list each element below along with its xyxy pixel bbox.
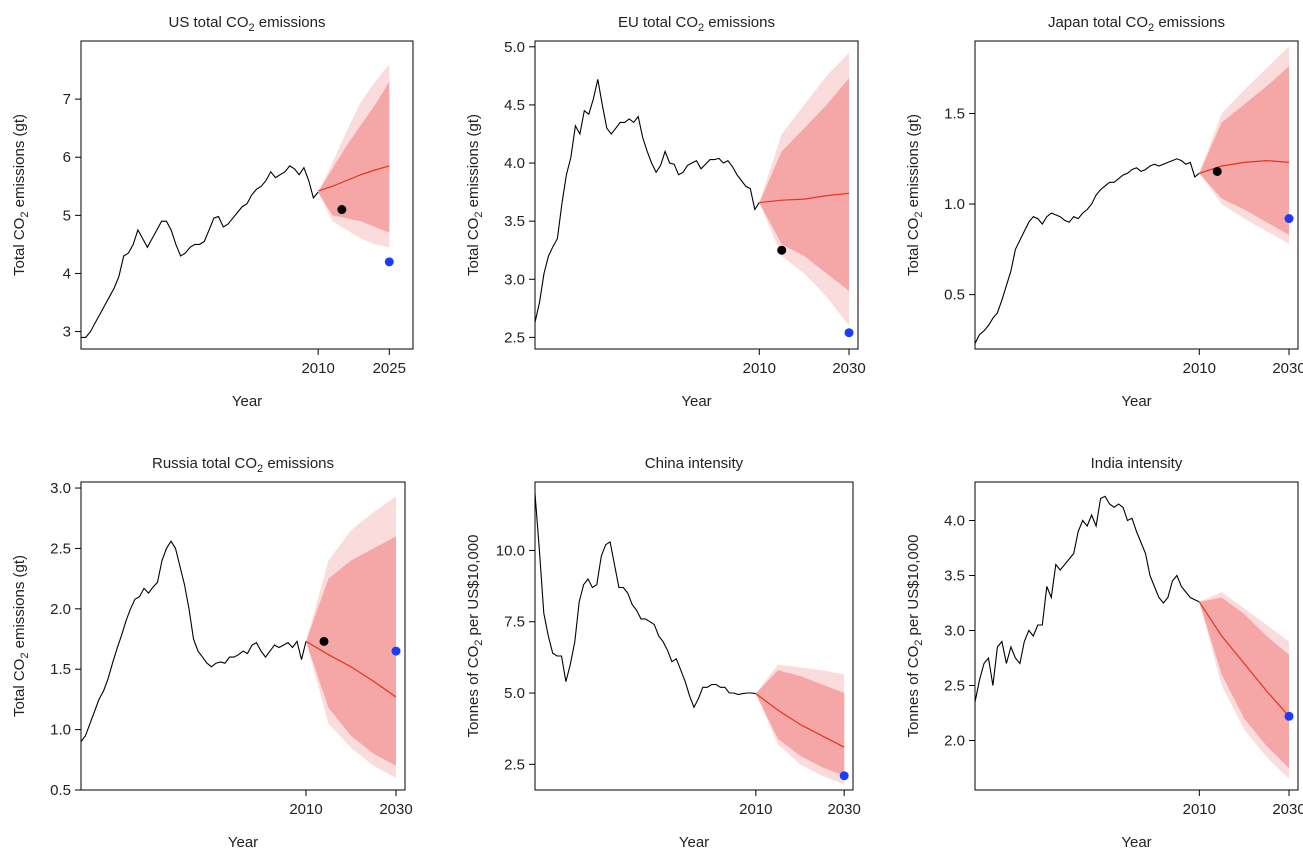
y-axis-label: Total CO2 emissions (gt)	[11, 555, 31, 717]
historical-line	[534, 493, 756, 709]
chart-panel-3: 0.5 1.0 1.5 2010 2030 Japan total CO2 emissio…	[905, 14, 1303, 410]
plot-frame	[80, 40, 414, 350]
x-tick-label: 2010	[743, 360, 776, 377]
y-axis-label: Total CO2 emissions (gt)	[905, 114, 925, 276]
chart-panel-5: 2.5 5.0 7.5 10.0 2010 2030 China intensity Year…	[465, 455, 861, 849]
plot-frame	[534, 481, 854, 791]
y-tick-label: 6	[63, 149, 71, 166]
target-point-2	[844, 328, 854, 338]
x-tick-label: 2030	[379, 801, 412, 818]
y-tick-label: 2.5	[50, 540, 71, 557]
chart-title: EU total CO2 emissions	[618, 14, 775, 34]
historical-line	[974, 158, 1200, 344]
y-tick-label: 10.0	[496, 542, 525, 559]
plot-frame	[974, 481, 1299, 791]
y-tick-label: 0.5	[944, 287, 965, 304]
y-tick-label: 3.5	[504, 213, 525, 230]
y-tick-label: 3.0	[504, 271, 525, 288]
chart-title: US total CO2 emissions	[168, 14, 325, 34]
y-tick-label: 1.5	[944, 105, 965, 122]
median-projection-line	[759, 192, 850, 204]
target-point-1	[777, 245, 787, 255]
y-tick-label: 1.5	[50, 661, 71, 678]
x-tick-label: 2010	[301, 360, 334, 377]
chart-title: Russia total CO2 emissions	[152, 455, 334, 475]
y-tick-label: 5.0	[504, 685, 525, 702]
y-tick-label: 4.0	[944, 513, 965, 530]
chart-panel-4: 0.5 1.0 1.5 2.0 2.5 3.0 2010 2030 Russia total C…	[11, 455, 413, 849]
x-axis-label: Year	[681, 393, 711, 410]
median-projection-line	[317, 165, 390, 192]
inner-uncertainty-band	[755, 670, 845, 776]
target-point-2	[391, 646, 401, 656]
x-axis-label: Year	[228, 834, 258, 849]
median-projection-line	[755, 693, 845, 748]
chart-title: Japan total CO2 emissions	[1048, 14, 1225, 34]
x-axis-label: Year	[679, 834, 709, 849]
target-point-1	[319, 636, 329, 646]
y-tick-label: 1.0	[944, 196, 965, 213]
inner-uncertainty-band	[318, 81, 390, 233]
y-axis-label: Total CO2 emissions (gt)	[465, 114, 485, 276]
y-tick-label: 3.5	[944, 568, 965, 585]
y-tick-label: 7.5	[504, 614, 525, 631]
historical-line	[80, 540, 307, 743]
y-tick-label: 7	[63, 91, 71, 108]
x-axis-label: Year	[1121, 393, 1151, 410]
median-projection-line	[1198, 601, 1290, 717]
x-tick-label: 2030	[1272, 801, 1303, 818]
x-axis-label: Year	[232, 393, 262, 410]
y-tick-label: 3.0	[944, 623, 965, 640]
x-axis-label: Year	[1121, 834, 1151, 849]
inner-uncertainty-band	[306, 536, 396, 766]
y-axis-label: Tonnes of CO2 per US$10,000	[465, 535, 485, 738]
y-tick-label: 5.0	[504, 39, 525, 56]
chart-panel-6: 2.0 2.5 3.0 3.5 4.0 2010 2030 India intensity Ye…	[905, 455, 1303, 849]
chart-panel-2: 2.5 3.0 3.5 4.0 4.5 5.0 2010 2030 EU total CO2 e…	[465, 14, 866, 410]
y-tick-label: 5	[63, 207, 71, 224]
plot-frame	[974, 40, 1299, 350]
x-tick-label: 2010	[289, 801, 322, 818]
x-tick-label: 2010	[739, 801, 772, 818]
y-tick-label: 2.0	[944, 733, 965, 750]
plot-frame	[534, 40, 859, 350]
y-tick-label: 4.5	[504, 97, 525, 114]
target-point-1	[839, 771, 849, 781]
x-tick-label: 2030	[827, 801, 860, 818]
x-tick-label: 2025	[373, 360, 406, 377]
y-tick-label: 2.5	[504, 756, 525, 773]
inner-uncertainty-band	[1199, 66, 1289, 235]
historical-line	[974, 495, 1200, 703]
x-tick-label: 2030	[1272, 360, 1303, 377]
y-axis-label: Total CO2 emissions (gt)	[11, 114, 31, 276]
historical-line	[81, 165, 319, 338]
median-projection-line	[305, 640, 397, 698]
target-point-2	[1284, 214, 1294, 224]
y-tick-label: 2.5	[944, 678, 965, 695]
chart-title: China intensity	[645, 455, 744, 472]
y-tick-label: 4	[63, 265, 71, 282]
inner-uncertainty-band	[759, 78, 849, 291]
y-tick-label: 2.5	[504, 329, 525, 346]
y-tick-label: 2.0	[50, 601, 71, 618]
target-point-2	[384, 257, 394, 267]
x-tick-label: 2010	[1183, 360, 1216, 377]
target-point-1	[1212, 166, 1222, 176]
y-tick-label: 4.0	[504, 155, 525, 172]
x-tick-label: 2030	[832, 360, 865, 377]
chart-title: India intensity	[1091, 455, 1183, 472]
y-tick-label: 3	[63, 324, 71, 341]
x-tick-label: 2010	[1183, 801, 1216, 818]
inner-uncertainty-band	[1199, 597, 1289, 768]
y-tick-label: 0.5	[50, 782, 71, 799]
y-axis-label: Tonnes of CO2 per US$10,000	[905, 535, 925, 738]
plot-frame	[80, 481, 406, 791]
chart-panel-1: 3 4 5 6 7 2010 2025 US total CO2 emissions Year T…	[11, 14, 414, 410]
y-tick-label: 1.0	[50, 722, 71, 739]
y-tick-label: 3.0	[50, 480, 71, 497]
target-point-1	[1284, 711, 1294, 721]
historical-line	[534, 79, 760, 323]
target-point-1	[337, 205, 347, 215]
